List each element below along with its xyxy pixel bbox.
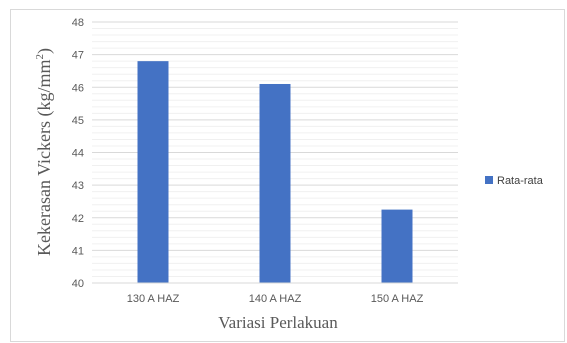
y-axis-title-superscript: 2 <box>34 54 46 60</box>
y-tick-labels: 40 41 42 43 44 45 46 47 48 <box>72 17 84 290</box>
x-tick-label: 140 A HAZ <box>249 293 302 305</box>
y-tick-label: 47 <box>72 50 84 62</box>
y-tick-label: 42 <box>72 213 84 225</box>
bar <box>381 209 413 283</box>
y-tick-label: 48 <box>72 17 84 29</box>
x-tick-label: 130 A HAZ <box>127 293 180 305</box>
legend-label: Rata-rata <box>497 175 544 187</box>
y-axis-title-close: ) <box>34 48 55 54</box>
y-tick-label: 40 <box>72 278 84 290</box>
x-tick-label: 150 A HAZ <box>371 293 424 305</box>
bar <box>259 83 291 283</box>
chart-area-border <box>10 9 565 342</box>
y-axis-title: Kekerasan Vickers (kg/mm2) <box>34 48 55 256</box>
y-tick-label: 43 <box>72 180 84 192</box>
y-axis-title-main: Kekerasan Vickers (kg/mm <box>34 59 55 256</box>
y-tick-label: 46 <box>72 82 84 94</box>
y-tick-label: 44 <box>72 148 84 160</box>
x-axis-title: Variasi Perlakuan <box>218 313 338 332</box>
bar <box>137 61 169 284</box>
legend-swatch <box>485 176 493 184</box>
legend: Rata-rata <box>485 175 544 187</box>
x-tick-labels: 130 A HAZ 140 A HAZ 150 A HAZ <box>127 293 424 305</box>
y-tick-label: 41 <box>72 245 84 257</box>
bars <box>137 61 413 284</box>
y-tick-label: 45 <box>72 115 84 127</box>
